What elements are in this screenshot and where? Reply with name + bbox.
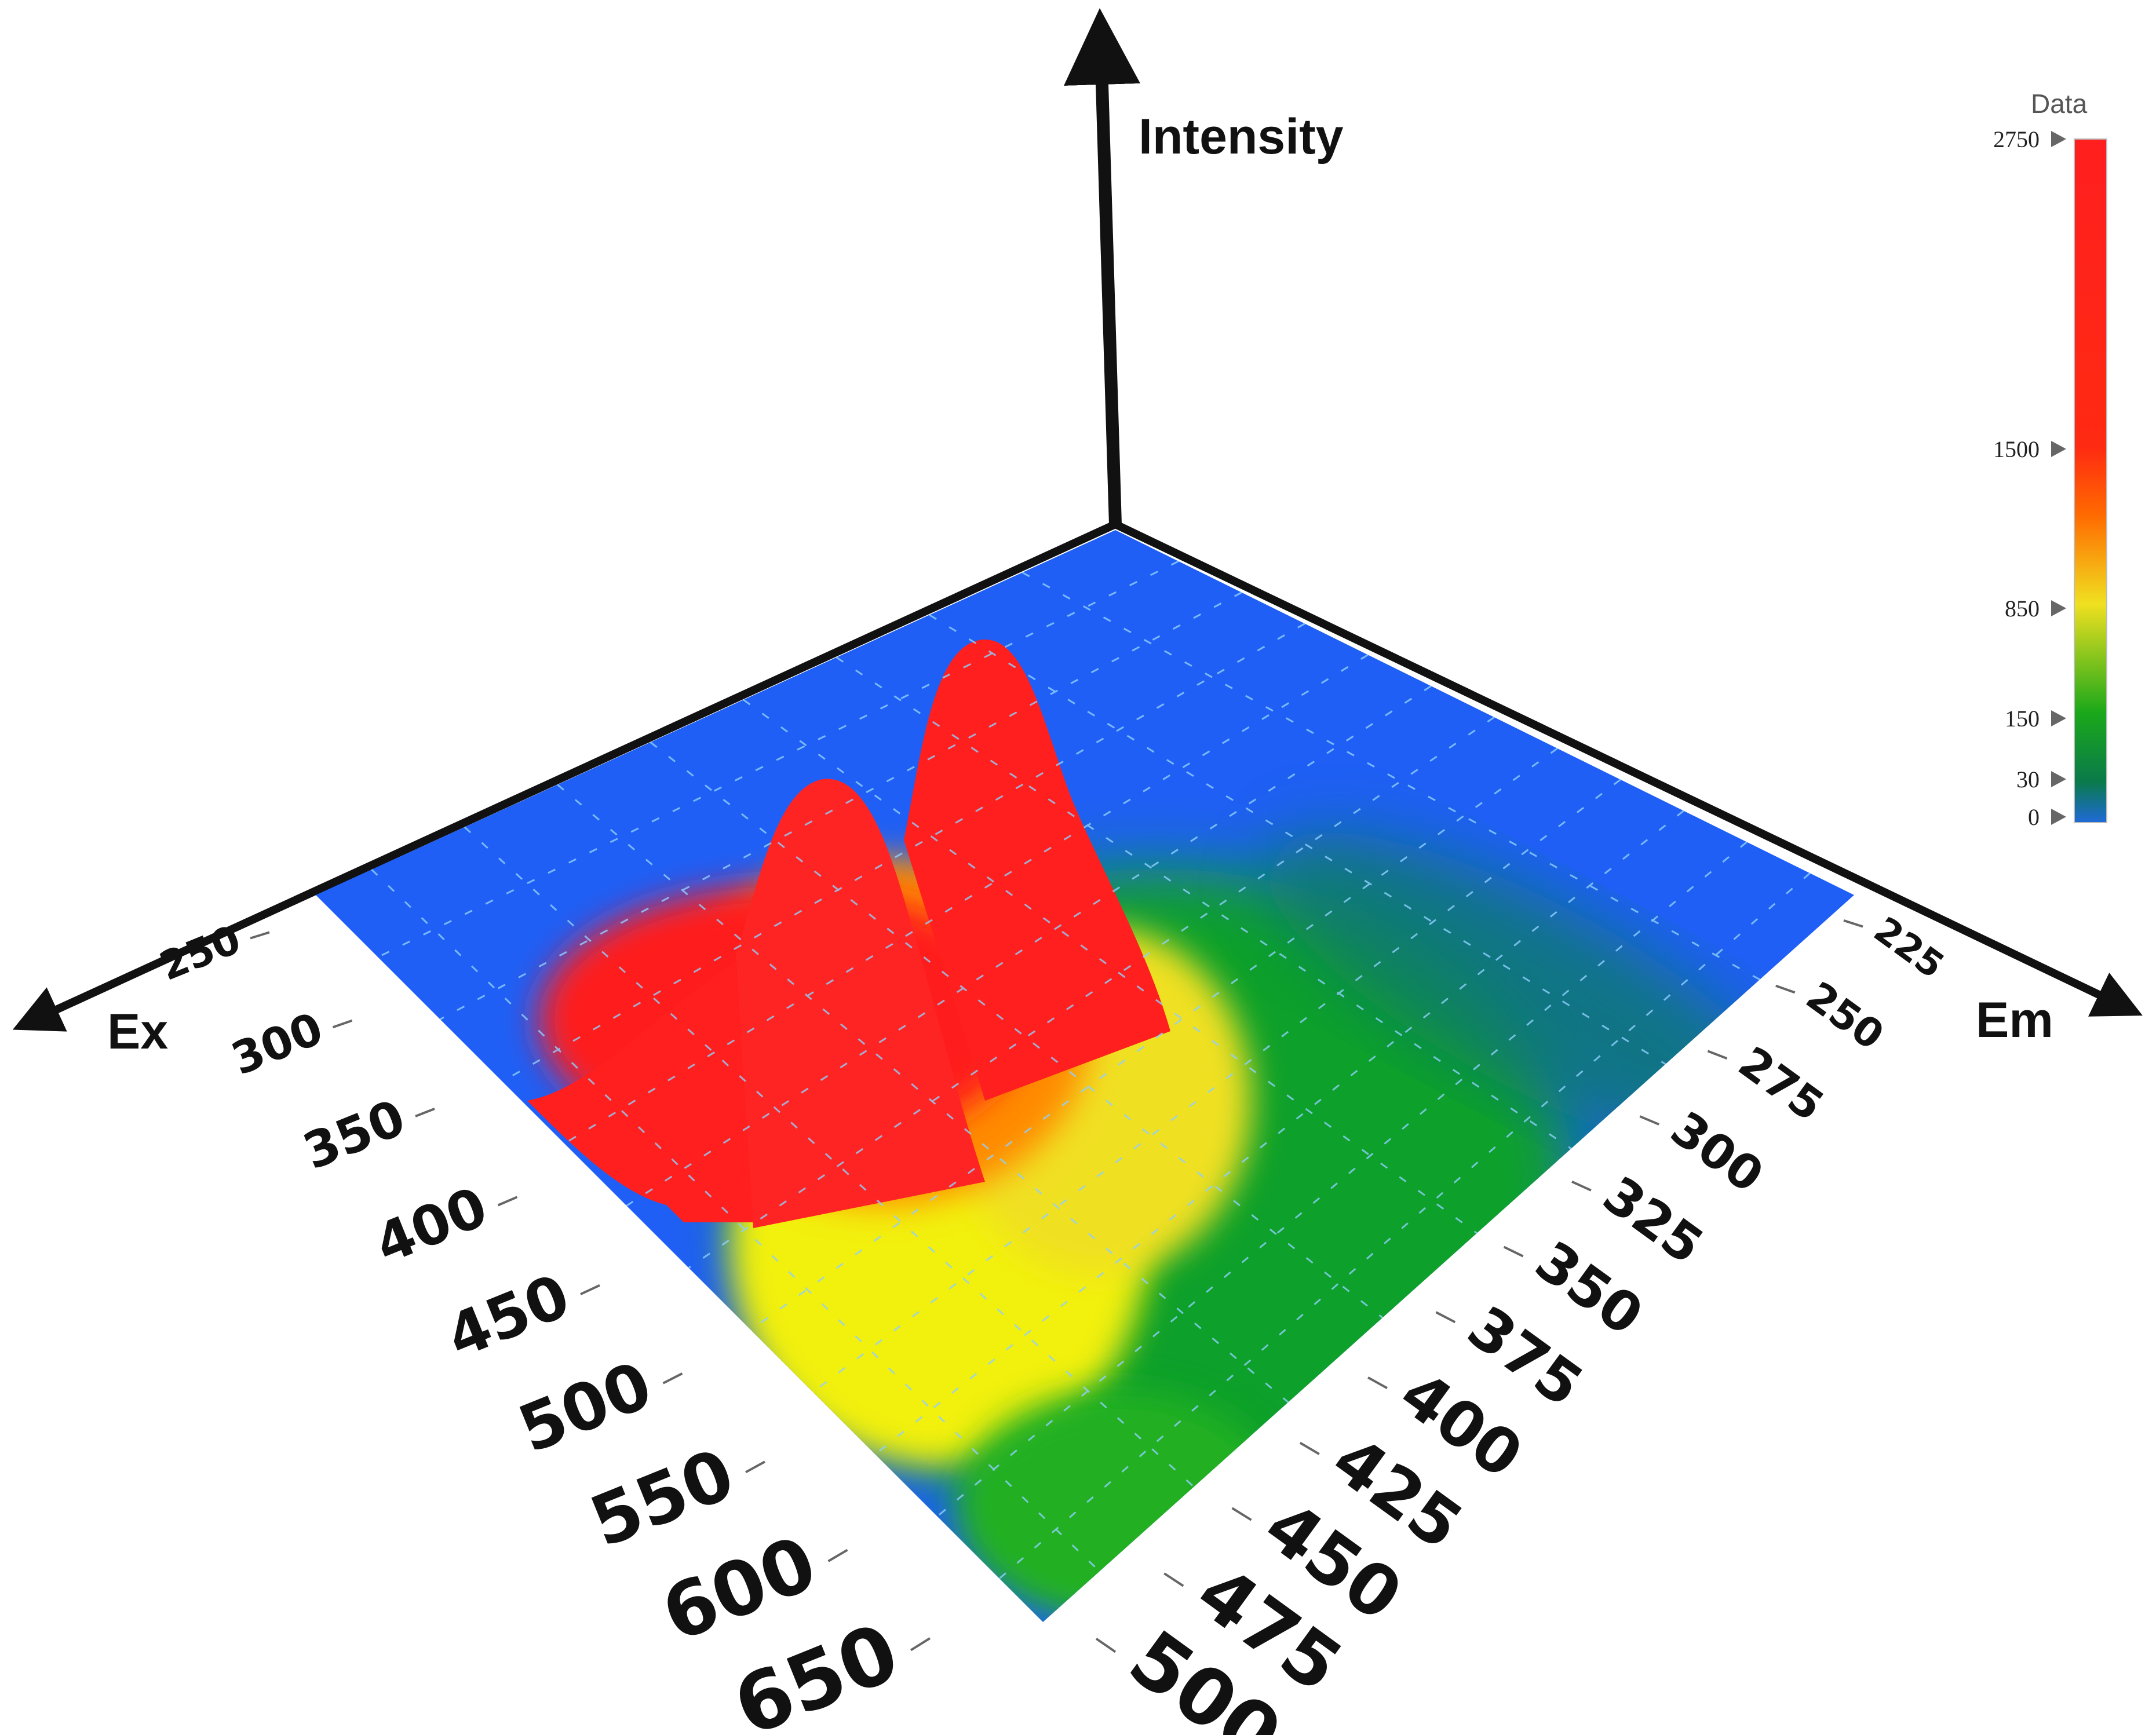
em-tick-mark — [1843, 919, 1863, 928]
grid-line-em — [502, 623, 1305, 1083]
ex-tick-mark — [827, 1548, 848, 1562]
ex-tick-mark — [332, 1019, 353, 1029]
y-axis-label: Em — [1976, 992, 2053, 1048]
z-axis-label: Intensity — [1139, 109, 1344, 165]
ex-tick-label: 550 — [579, 1434, 745, 1564]
colorbar-tick-label: 30 — [2016, 766, 2040, 792]
grid-line-em — [564, 654, 1369, 1145]
ex-tick-mark — [662, 1372, 683, 1385]
grid-line-ex — [1022, 571, 1760, 981]
colorbar-tick-marker — [2051, 441, 2066, 457]
colorbar-tick-label: 0 — [2028, 804, 2040, 830]
ex-tick-mark — [745, 1460, 765, 1474]
colorbar-tick-marker — [2051, 771, 2066, 787]
em-tick-mark — [1571, 1180, 1592, 1192]
ex-tick-label: 500 — [509, 1347, 662, 1468]
colorbar-tick-label: 150 — [2005, 706, 2040, 732]
ex-tick-label: 300 — [225, 1003, 330, 1086]
grid-line-em — [812, 779, 1621, 1393]
em-tick-mark — [1639, 1115, 1659, 1126]
colorbar-gradient — [2074, 138, 2107, 823]
colorbar-tick-marker — [2051, 710, 2066, 726]
colorbar-tick-marker — [2051, 131, 2066, 147]
em-tick-mark — [1775, 984, 1796, 994]
ex-tick-label: 400 — [367, 1175, 496, 1277]
ridge-left — [527, 962, 753, 1222]
ex-tick-label: 250 — [154, 917, 247, 990]
colorbar-tick-marker — [2051, 809, 2066, 825]
ex-tick-mark — [580, 1284, 600, 1295]
peak-back — [904, 640, 1170, 1101]
em-tick-mark — [1095, 1638, 1117, 1653]
peak-front — [736, 779, 985, 1228]
x-axis — [12, 520, 1117, 1032]
colorbar-ticks: 2750 1500 850 150 30 0 — [1993, 126, 2066, 830]
grid-line-ex — [650, 742, 1383, 1318]
peaks — [527, 640, 1170, 1228]
ex-tick-mark — [910, 1637, 931, 1652]
em-tick-label: 250 — [1798, 973, 1892, 1059]
ex-tick-mark — [415, 1108, 435, 1117]
em-tick-mark — [1231, 1507, 1252, 1521]
ex-tick-label: 350 — [296, 1089, 413, 1181]
floor-grid — [371, 560, 1811, 1580]
grid-line-ex — [929, 614, 1666, 1065]
em-tick-mark — [1503, 1245, 1524, 1258]
colorbar-tick-label: 2750 — [1993, 126, 2040, 152]
grid-line-em — [750, 747, 1558, 1331]
grid-line-ex — [464, 826, 1195, 1488]
em-tick-label: 300 — [1661, 1101, 1773, 1204]
em-tick-mark — [1707, 1050, 1728, 1060]
ex-tick-label: 450 — [437, 1261, 579, 1372]
colorbar-tick-label: 1500 — [1993, 436, 2040, 462]
em-tick-label: 275 — [1730, 1036, 1833, 1131]
colorbar-title: Data — [2031, 89, 2088, 119]
colorbar: Data 2750 1500 850 150 30 0 — [1993, 89, 2107, 830]
grid-line-em — [377, 560, 1179, 958]
grid-line-em — [998, 872, 1811, 1580]
grid-line-ex — [371, 868, 1100, 1572]
grid-line-em — [874, 810, 1684, 1455]
grid-line-em — [688, 716, 1495, 1269]
grid-line-ex — [836, 656, 1572, 1150]
ex-tick-mark — [250, 931, 270, 940]
em-tick-mark — [1435, 1311, 1456, 1324]
em-tick-mark — [1367, 1376, 1388, 1389]
x-axis-label: Ex — [107, 1004, 168, 1060]
colorbar-tick-label: 850 — [2005, 596, 2040, 622]
ex-tick-mark — [497, 1196, 518, 1207]
colorbar-tick-marker — [2051, 600, 2066, 616]
em-tick-label: 325 — [1593, 1164, 1714, 1276]
em-tick-mark — [1299, 1441, 1320, 1455]
y-axis — [1113, 520, 2143, 1017]
z-axis — [1064, 8, 1140, 525]
em-tick-mark — [1163, 1572, 1184, 1587]
